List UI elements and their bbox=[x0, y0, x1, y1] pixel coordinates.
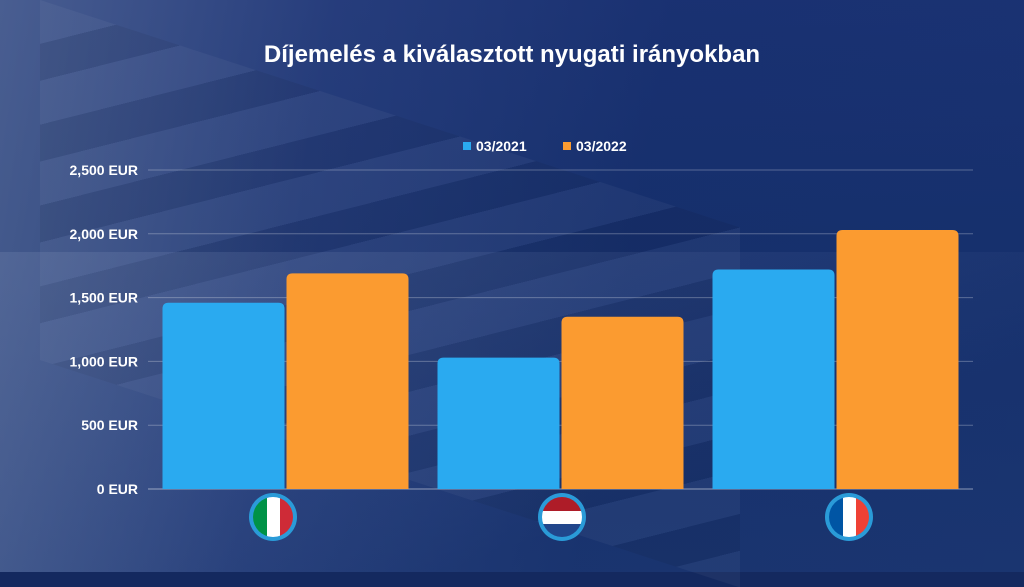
y-tick-label: 2,500 EUR bbox=[70, 162, 138, 178]
legend-swatch bbox=[563, 142, 571, 150]
bar-03-2021-france bbox=[712, 269, 835, 489]
legend: 03/2021 03/2022 bbox=[463, 138, 627, 154]
bar-03-2021-netherlands bbox=[437, 357, 560, 489]
legend-swatch bbox=[463, 142, 471, 150]
y-tick-label: 1,000 EUR bbox=[70, 353, 138, 369]
legend-label: 03/2021 bbox=[476, 138, 527, 154]
bar-chart: Díjemelés a kiválasztott nyugati irányok… bbox=[70, 41, 973, 541]
italy-flag-icon bbox=[249, 493, 297, 541]
bar-03-2022-france bbox=[836, 229, 959, 490]
bars bbox=[162, 229, 959, 490]
y-tick-label: 2,000 EUR bbox=[70, 226, 138, 242]
y-tick-label: 1,500 EUR bbox=[70, 290, 138, 306]
bar-03-2021-italy bbox=[162, 302, 285, 489]
bar-03-2022-italy bbox=[286, 273, 409, 489]
france-flag-icon bbox=[825, 493, 873, 541]
legend-label: 03/2022 bbox=[576, 138, 627, 154]
y-tick-label: 0 EUR bbox=[97, 481, 138, 497]
bar-03-2022-netherlands bbox=[561, 316, 684, 489]
y-axis: 0 EUR 500 EUR 1,000 EUR 1,500 EUR 2,000 EUR 2… bbox=[70, 162, 138, 497]
y-tick-label: 500 EUR bbox=[81, 417, 138, 433]
gridlines bbox=[148, 169, 973, 490]
chart-title: Díjemelés a kiválasztott nyugati irányok… bbox=[264, 41, 760, 68]
netherlands-flag-icon bbox=[538, 493, 586, 541]
